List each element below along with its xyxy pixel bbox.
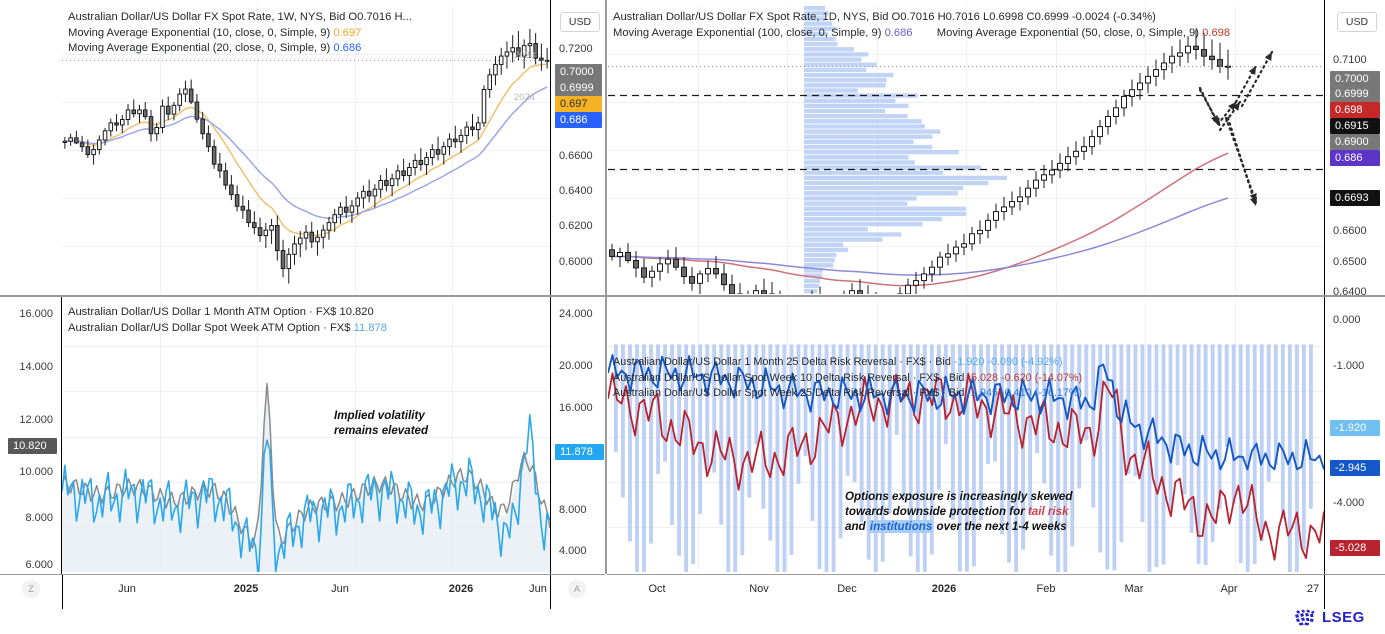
price-badge-open: 0.7000 xyxy=(1330,71,1380,87)
y-tick: 0.6200 xyxy=(559,220,593,232)
y-tick: 16.000 xyxy=(559,402,593,414)
y-tick: 0.6400 xyxy=(559,185,593,197)
price-badge-ema20: 0.686 xyxy=(555,112,602,128)
price-badge-ema100: 0.686 xyxy=(1330,150,1380,166)
price-badge-level: 0.6900 xyxy=(1330,134,1380,150)
time-axis-left[interactable]: Z Jun 2025 Jun 2026 Jun A xyxy=(0,574,605,609)
weekly-spot-plot[interactable] xyxy=(62,6,550,294)
time-axis-right[interactable]: Oct Nov Dec 2026 Feb Mar Apr 27 xyxy=(607,574,1385,609)
y-tick: 0.7200 xyxy=(559,43,593,55)
atm-vol-left-axis[interactable]: 16.000 14.000 12.000 10.000 8.000 6.000 … xyxy=(0,297,62,574)
x-tick: 2025 xyxy=(233,583,259,595)
panel-divider-horizontal-right[interactable] xyxy=(607,295,1385,297)
panel-daily-spot[interactable]: Australian Dollar/US Dollar FX Spot Rate… xyxy=(607,0,1385,298)
rr-sw-10d-badge: -5.028 xyxy=(1330,540,1380,556)
y-tick: -4.000 xyxy=(1333,497,1365,509)
x-tick: 2026 xyxy=(448,583,474,595)
y-tick: 4.000 xyxy=(559,545,587,557)
x-tick: Nov xyxy=(749,583,769,595)
y-tick: 0.6000 xyxy=(559,256,593,268)
x-tick: Jun xyxy=(118,583,136,595)
axis-separator xyxy=(62,575,63,609)
y-tick: 0.6600 xyxy=(559,150,593,162)
risk-reversal-axis[interactable]: 0.000 -1.000 -4.000 -1.920 -2.945 -5.028 xyxy=(1324,297,1385,574)
price-badge-hvn-lower: 0.6693 xyxy=(1330,190,1380,206)
rr-1m-25d-badge: -1.920 xyxy=(1330,420,1380,436)
lseg-wordmark: LSEG xyxy=(1322,609,1365,626)
x-tick: Feb xyxy=(1036,583,1056,595)
y-tick: -1.000 xyxy=(1333,360,1365,372)
y-tick: 20.000 xyxy=(559,360,593,372)
annotation-line-3: and institutions over the next 1-4 weeks xyxy=(845,520,1067,533)
x-tick: Mar xyxy=(1124,583,1144,595)
x-tick: Jun xyxy=(331,583,349,595)
panel-divider-horizontal-left[interactable] xyxy=(0,295,605,297)
atm-1m-badge: 10.820 xyxy=(8,438,57,454)
lseg-emblem-icon xyxy=(1294,609,1316,626)
x-tick: 27 xyxy=(1306,583,1320,595)
y-tick: 10.000 xyxy=(19,466,53,478)
x-tick: Dec xyxy=(837,583,857,595)
price-badge-ema10: 0.697 xyxy=(555,96,602,112)
tail-risk-text: tail risk xyxy=(1027,505,1069,518)
atm-vol-plot[interactable] xyxy=(62,301,550,572)
y-tick: 12.000 xyxy=(19,414,53,426)
y-tick: 0.000 xyxy=(1333,314,1361,326)
year-label-2023: 2023 xyxy=(514,50,536,61)
x-tick: Apr xyxy=(1220,583,1238,595)
axis-mode-pill[interactable]: A xyxy=(568,580,586,598)
y-tick: 0.7100 xyxy=(1333,54,1367,66)
y-tick: 6.000 xyxy=(25,559,53,571)
y-tick: 24.000 xyxy=(559,308,593,320)
y-tick: 14.000 xyxy=(19,361,53,373)
weekly-price-axis[interactable]: USD 0.7200 0.6600 0.6400 0.6200 0.6000 0… xyxy=(550,0,605,296)
y-tick: 0.6600 xyxy=(1333,225,1367,237)
y-tick: 8.000 xyxy=(25,512,53,524)
y-tick: 16.000 xyxy=(19,308,53,320)
x-tick: Jun xyxy=(529,583,547,595)
year-label-2024: 2024 xyxy=(514,92,536,103)
price-badge-hvn-upper: 0.6915 xyxy=(1330,118,1380,134)
annotation-line-2: towards downside protection for tail ris… xyxy=(845,505,1069,518)
price-badge-open: 0.7000 xyxy=(555,64,602,80)
price-badge-ema50: 0.698 xyxy=(1330,102,1380,118)
annotation-implied-vol: Implied volatility remains elevated xyxy=(334,409,429,437)
panel-risk-reversal[interactable]: Australian Dollar/US Dollar 1 Month 25 D… xyxy=(607,297,1385,574)
timezone-pill[interactable]: Z xyxy=(22,580,40,598)
y-tick: 8.000 xyxy=(559,504,587,516)
axis-separator xyxy=(550,575,551,609)
currency-label: USD xyxy=(560,12,600,32)
risk-reversal-plot[interactable] xyxy=(608,301,1324,572)
price-badge-last: 0.6999 xyxy=(1330,86,1380,102)
price-badge-last: 0.6999 xyxy=(555,80,602,96)
x-tick: Oct xyxy=(648,583,666,595)
x-tick: 2026 xyxy=(931,583,957,595)
daily-spot-plot[interactable] xyxy=(608,6,1324,294)
annotation-options-exposure: Options exposure is increasingly skewed … xyxy=(845,490,1073,533)
institutions-text: institutions xyxy=(868,520,934,533)
lseg-logo: LSEG xyxy=(1294,609,1365,626)
y-tick: 0.6500 xyxy=(1333,256,1367,268)
atm-sw-badge: 11.878 xyxy=(555,444,604,460)
panel-atm-vol[interactable]: Australian Dollar/US Dollar 1 Month ATM … xyxy=(0,297,605,574)
axis-separator xyxy=(1324,575,1325,609)
atm-vol-right-axis[interactable]: 24.000 20.000 16.000 8.000 4.000 11.878 xyxy=(550,297,605,574)
panel-divider-vertical[interactable] xyxy=(605,0,607,574)
panel-weekly-spot[interactable]: Australian Dollar/US Dollar FX Spot Rate… xyxy=(0,0,605,296)
rr-sw-25d-badge: -2.945 xyxy=(1330,460,1380,476)
currency-label: USD xyxy=(1337,12,1377,32)
daily-price-axis[interactable]: USD 0.7100 0.6600 0.6500 0.6400 0.7000 0… xyxy=(1324,0,1385,298)
